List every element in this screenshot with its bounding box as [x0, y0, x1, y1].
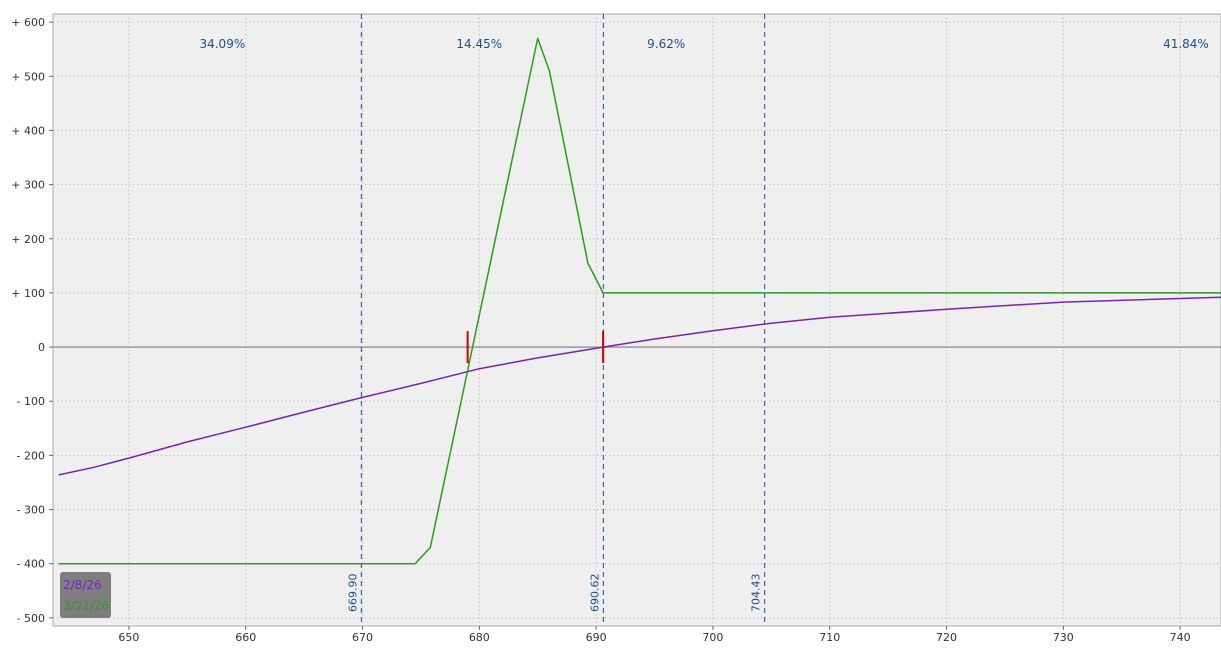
y-tick-label: + 100	[11, 287, 45, 300]
legend-box	[60, 572, 111, 618]
series-lines	[58, 37, 1221, 565]
vertical-marker-label: 669.90	[346, 574, 359, 613]
y-tick-label: + 500	[11, 70, 45, 83]
range-percent-label: 34.09%	[199, 37, 245, 51]
legend-entry: 2/8/26	[63, 578, 102, 592]
x-tick-label: 660	[235, 631, 256, 644]
y-tick-label: + 300	[11, 179, 45, 192]
x-tick-label: 710	[819, 631, 840, 644]
y-tick-label: 0	[38, 341, 45, 354]
x-tick-label: 650	[118, 631, 139, 644]
range-labels: 34.09% 14.45% 9.62% 41.84%	[199, 37, 1208, 51]
range-percent-label: 41.84%	[1163, 37, 1209, 51]
y-tick-label: + 600	[11, 16, 45, 29]
x-axis-ticks: 650 660 670 680 690 700 710 720 730 740	[118, 626, 1191, 644]
y-tick-label: + 400	[11, 124, 45, 137]
vertical-markers: 669.90 690.62 704.43	[346, 14, 766, 626]
series-line	[58, 296, 1221, 476]
y-tick-label: - 300	[17, 504, 45, 517]
legend: 2/8/26 3/21/26	[60, 572, 111, 618]
range-percent-label: 14.45%	[456, 37, 502, 51]
x-tick-label: 690	[586, 631, 607, 644]
x-tick-label: 700	[702, 631, 723, 644]
y-tick-label: + 200	[11, 233, 45, 246]
y-axis-ticks: + 600 + 500 + 400 + 300 + 200 + 100 0 - 100 - 20…	[11, 16, 53, 625]
x-tick-label: 670	[352, 631, 373, 644]
y-tick-label: - 400	[17, 558, 45, 571]
legend-entry: 3/21/26	[63, 599, 109, 613]
breakeven-marks	[466, 331, 605, 364]
x-tick-label: 740	[1170, 631, 1191, 644]
y-tick-label: - 200	[17, 449, 45, 462]
vertical-marker-label: 704.43	[750, 574, 763, 613]
x-tick-label: 680	[469, 631, 490, 644]
x-tick-label: 720	[936, 631, 957, 644]
x-tick-label: 730	[1053, 631, 1074, 644]
y-tick-label: - 500	[17, 612, 45, 625]
range-percent-label: 9.62%	[647, 37, 685, 51]
vertical-marker-label: 690.62	[588, 574, 601, 613]
plot-area	[52, 13, 1221, 627]
y-tick-label: - 100	[17, 395, 45, 408]
series-line	[58, 37, 1221, 565]
